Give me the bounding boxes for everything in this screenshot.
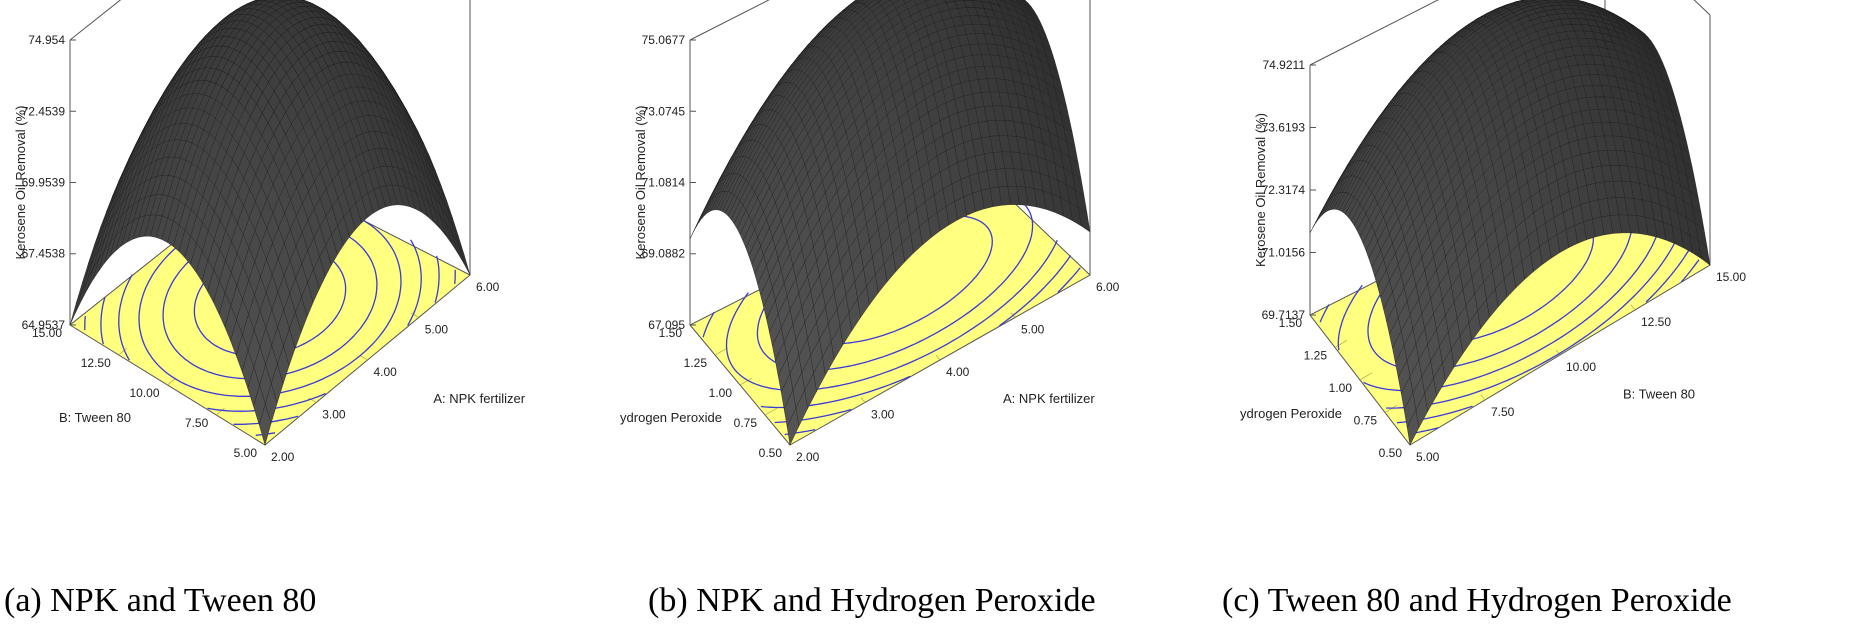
y-tick-label: 1.25 — [1304, 349, 1328, 363]
x-tick-label: 15.00 — [1716, 270, 1746, 284]
y-tick-label: 15.00 — [32, 326, 62, 340]
x-tick-label: 5.00 — [1416, 450, 1440, 464]
response-surface — [1309, 0, 1711, 446]
y-tick-label: 5.00 — [234, 446, 258, 460]
x-tick-label: 3.00 — [322, 408, 346, 422]
z-axis-label: Kerosene Oil Removal (%) — [633, 106, 648, 260]
x-tick-label: 12.50 — [1641, 315, 1671, 329]
x-tick-label: 3.00 — [871, 408, 895, 422]
y-tick-label: 1.50 — [659, 326, 683, 340]
z-tick-label: 69.0882 — [642, 247, 686, 261]
x-axis-label: A: NPK fertilizer — [1003, 391, 1095, 406]
y-tick-label: 10.00 — [129, 386, 159, 400]
y-tick-label: 12.50 — [81, 356, 111, 370]
z-axis-label: Kerosene Oil Removal (%) — [13, 106, 28, 260]
y-tick-label: 7.50 — [185, 416, 209, 430]
x-axis-label: A: NPK fertilizer — [433, 391, 525, 406]
caption-c: (c) Tween 80 and Hydrogen Peroxide — [1222, 582, 1732, 619]
y-tick-label: 0.50 — [759, 446, 783, 460]
y-axis-label: C: Hydrogen Peroxide — [620, 410, 722, 425]
z-tick-label: 73.0745 — [642, 104, 686, 118]
response-surface — [689, 0, 1091, 446]
response-surface — [69, 0, 471, 446]
surface-plot-a: 64.9537 67.4538 69.9539 72.4539 74.954 Kerose… — [13, 0, 526, 464]
surface-plot-b: 67.095 69.0882 71.0814 73.0745 75.0677 Kerose… — [620, 0, 1120, 464]
y-tick-label: 0.50 — [1379, 446, 1403, 460]
z-tick-label: 67.095 — [648, 318, 685, 332]
x-tick-label: 6.00 — [476, 280, 500, 294]
z-tick-label: 72.4539 — [22, 104, 66, 118]
x-tick-label: 10.00 — [1566, 360, 1596, 374]
y-tick-label: 1.00 — [709, 386, 733, 400]
z-tick-label: 74.9211 — [1263, 58, 1306, 72]
y-tick-label: 0.75 — [734, 416, 758, 430]
y-tick-label: 1.00 — [1329, 381, 1353, 395]
z-tick-label: 69.9539 — [22, 175, 66, 189]
y-axis-label: B: Tween 80 — [59, 410, 131, 425]
surface-plot-c: 69.7137 71.0156 72.3174 73.6193 74.9211 Keros… — [1240, 0, 1746, 464]
y-tick-label: 1.25 — [684, 356, 708, 370]
x-tick-label: 6.00 — [1096, 280, 1120, 294]
z-tick-label: 71.0156 — [1262, 245, 1306, 259]
caption-b: (b) NPK and Hydrogen Peroxide — [648, 582, 1096, 619]
y-tick-label: 1.50 — [1279, 316, 1303, 330]
z-tick-label: 64.9537 — [22, 318, 66, 332]
x-tick-label: 4.00 — [374, 365, 398, 379]
caption-a: (a) NPK and Tween 80 — [4, 582, 317, 619]
x-tick-label: 2.00 — [796, 450, 820, 464]
x-tick-label: 5.00 — [1021, 323, 1045, 337]
x-tick-label: 4.00 — [946, 365, 970, 379]
floor-grid — [118, 312, 419, 416]
y-axis-label: C: Hydrogen Peroxide — [1240, 406, 1342, 421]
y-tick-label: 0.75 — [1354, 414, 1378, 428]
z-axis-label: Kerosene Oil Removal (%) — [1253, 113, 1268, 267]
z-tick-label: 75.0677 — [642, 33, 686, 47]
z-tick-label: 74.954 — [28, 33, 65, 47]
x-axis-label: B: Tween 80 — [1623, 386, 1695, 401]
x-tick-label: 7.50 — [1491, 405, 1515, 419]
z-tick-label: 69.7137 — [1262, 308, 1306, 322]
x-tick-label: 5.00 — [425, 323, 449, 337]
z-tick-label: 67.4538 — [22, 247, 66, 261]
z-tick-label: 71.0814 — [642, 175, 686, 189]
x-tick-label: 2.00 — [271, 450, 295, 464]
floor-grid — [714, 312, 1016, 416]
z-tick-label: 72.3174 — [1262, 183, 1306, 197]
z-tick-label: 73.6193 — [1262, 120, 1306, 134]
